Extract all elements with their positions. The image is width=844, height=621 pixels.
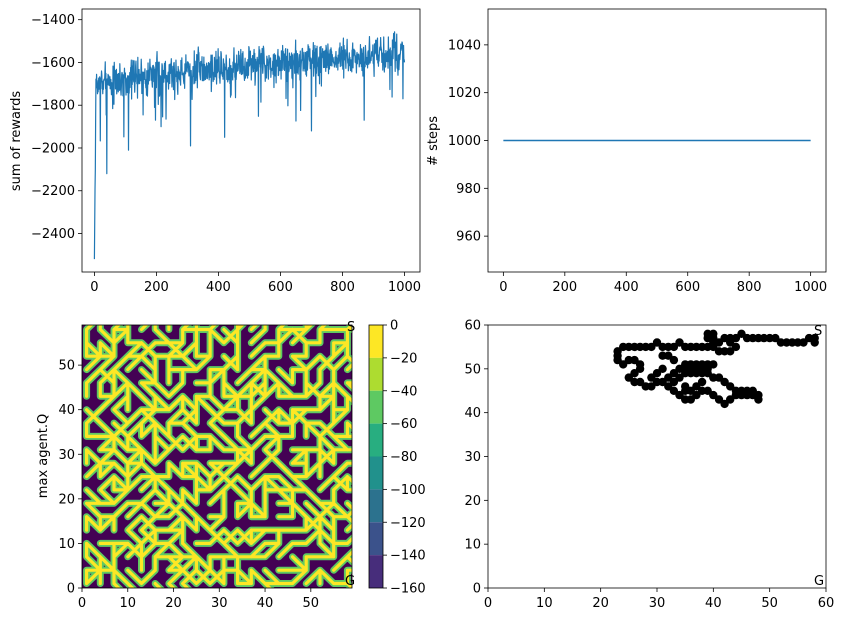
steps-xtick-label: 0 (499, 280, 507, 295)
rewards-xtick-label: 200 (144, 280, 169, 295)
trajectory-ytick-label: 60 (464, 319, 481, 334)
colorbar-band (369, 555, 383, 588)
trajectory-xtick-label: 50 (761, 596, 778, 611)
trajectory-xtick-label: 40 (705, 596, 722, 611)
q-contour-xtick-label: 0 (78, 596, 86, 611)
q-contour-xtick-label: 10 (119, 596, 136, 611)
trajectory-xtick-label: 30 (649, 596, 666, 611)
q-contour-xtick-label: 20 (165, 596, 182, 611)
trajectory-point (647, 373, 655, 381)
rewards-line (94, 32, 404, 259)
trajectory-ytick-label: 10 (464, 538, 481, 553)
colorbar-band (369, 358, 383, 391)
steps-ytick-label: 1000 (448, 134, 481, 149)
q-contour-panel: 0 10 20 30 40 50 0 10 20 30 40 50 max agent.Q S G 0… (36, 316, 426, 611)
colorbar-band (369, 325, 383, 358)
colorbar-tick-label: −40 (390, 384, 417, 399)
trajectory-panel: 0 10 20 30 40 50 60 0 10 20 30 40 50 60 S G (464, 319, 834, 612)
trajectory-ytick-label: 50 (464, 362, 481, 377)
steps-xtick-label: 1000 (794, 280, 827, 295)
trajectory-xtick-label: 20 (592, 596, 609, 611)
colorbar-tick-label: −80 (390, 450, 417, 465)
rewards-ytick-label: −2200 (31, 184, 75, 199)
colorbar-band (369, 457, 383, 490)
q-contour-goal-label: G (345, 574, 355, 589)
colorbar-band (369, 489, 383, 522)
trajectory-points (613, 330, 819, 409)
rewards-ytick-label: −1600 (31, 56, 75, 71)
trajectory-ytick-label: 30 (464, 450, 481, 465)
steps-panel: 0 200 400 600 800 1000 960 980 1000 1020 1040 # st… (426, 9, 827, 295)
trajectory-point (698, 378, 706, 386)
colorbar-tick-label: 0 (390, 319, 398, 334)
trajectory-xtick-label: 10 (536, 596, 553, 611)
steps-xtick-label: 200 (552, 280, 577, 295)
trajectory-goal-label: G (814, 574, 824, 589)
steps-ylabel: # steps (426, 116, 441, 166)
rewards-ytick-label: −2400 (31, 227, 75, 242)
trajectory-point (681, 365, 689, 373)
steps-ytick-label: 1020 (448, 86, 481, 101)
rewards-ytick-label: −2000 (31, 141, 75, 156)
q-contour-xtick-label: 40 (257, 596, 274, 611)
colorbar-band (369, 424, 383, 457)
q-colorbar: 0 −20 −40 −60 −80 −100 −120 −140 −160 (369, 319, 426, 597)
steps-ticks: 0 200 400 600 800 1000 960 980 1000 1020 1040 (448, 38, 827, 295)
colorbar-tick-label: −100 (390, 483, 426, 498)
q-contour-ylabel: max agent.Q (36, 414, 51, 498)
colorbar-tick-label: −60 (390, 417, 417, 432)
rewards-panel: 0 200 400 600 800 1000 −2400 −2200 −2000 −1800 −16… (9, 9, 421, 295)
rewards-ytick-label: −1800 (31, 99, 75, 114)
trajectory-axes-frame (488, 325, 826, 588)
rewards-series-line (94, 32, 404, 259)
q-contour-xtick-label: 30 (211, 596, 228, 611)
colorbar-band (369, 391, 383, 424)
trajectory-ytick-label: 20 (464, 494, 481, 509)
steps-ytick-label: 980 (456, 182, 481, 197)
trajectory-point (681, 387, 689, 395)
trajectory-ytick-label: 0 (473, 582, 481, 597)
q-contour-ytick-label: 40 (58, 403, 75, 418)
q-contour-ytick-label: 10 (58, 537, 75, 552)
colorbar-band (369, 522, 383, 555)
rewards-xtick-label: 1000 (388, 280, 421, 295)
trajectory-xtick-label: 60 (818, 596, 835, 611)
steps-xtick-label: 600 (675, 280, 700, 295)
q-contour-xtick-label: 50 (303, 596, 320, 611)
trajectory-ticks: 0 10 20 30 40 50 60 0 10 20 30 40 50 60 (464, 319, 834, 612)
steps-xtick-label: 400 (614, 280, 639, 295)
steps-ytick-label: 1040 (448, 38, 481, 53)
q-contour-ytick-label: 50 (58, 359, 75, 374)
q-contour-ytick-label: 20 (58, 492, 75, 507)
q-contour-ytick-label: 30 (58, 448, 75, 463)
rewards-xtick-label: 0 (90, 280, 98, 295)
trajectory-point (670, 356, 678, 364)
rewards-xtick-label: 600 (268, 280, 293, 295)
trajectory-point (726, 338, 734, 346)
rewards-ylabel: sum of rewards (9, 91, 24, 191)
q-contour-ytick-label: 0 (67, 582, 75, 597)
trajectory-ytick-label: 40 (464, 406, 481, 421)
rewards-xtick-label: 400 (206, 280, 231, 295)
rewards-ytick-label: −1400 (31, 13, 75, 28)
steps-xtick-label: 800 (737, 280, 762, 295)
q-contour-start-label: S (347, 320, 355, 335)
trajectory-start-label: S (814, 324, 822, 339)
colorbar-tick-label: −160 (390, 582, 426, 597)
colorbar-tick-label: −20 (390, 351, 417, 366)
colorbar-tick-label: −140 (390, 549, 426, 564)
colorbar-tick-label: −120 (390, 516, 426, 531)
steps-ytick-label: 960 (456, 230, 481, 245)
trajectory-xtick-label: 0 (484, 596, 492, 611)
rewards-xtick-label: 800 (330, 280, 355, 295)
